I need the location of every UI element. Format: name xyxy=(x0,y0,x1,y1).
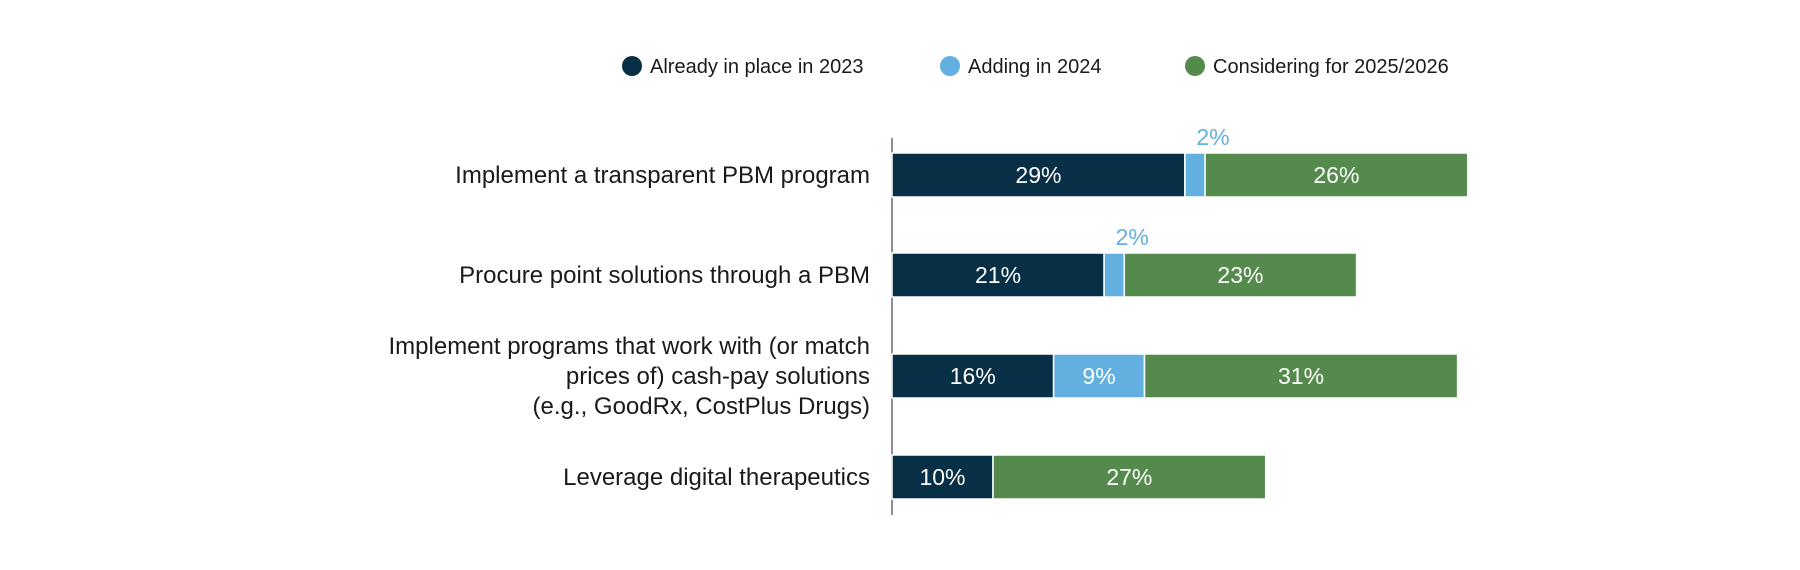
bar-value-label-1-2: 9% xyxy=(1082,363,1115,389)
bar-2-1 xyxy=(1123,252,1358,298)
bar-1-0 xyxy=(1184,152,1206,198)
category-labels-group: Implement a transparent PBM program Procu… xyxy=(389,162,871,491)
bar-value-label-0-0: 29% xyxy=(1015,162,1061,188)
bar-value-label-2-2: 31% xyxy=(1278,363,1324,389)
legend: Already in place in 2023 Adding in 2024 … xyxy=(622,56,1449,78)
legend-swatch-0 xyxy=(622,56,642,76)
legend-label-0: Already in place in 2023 xyxy=(650,56,863,78)
category-label-0-line-0: Implement a transparent PBM program xyxy=(455,162,870,189)
bar-value-label-2-3: 27% xyxy=(1106,464,1152,490)
bar-value-label-2-1: 23% xyxy=(1217,262,1263,288)
legend-swatch-2 xyxy=(1185,56,1205,76)
bar-value-label-0-1: 21% xyxy=(975,262,1021,288)
category-label-3-line-0: Leverage digital therapeutics xyxy=(563,464,870,491)
legend-swatch-1 xyxy=(940,56,960,76)
category-label-2-line-2: (e.g., GoodRx, CostPlus Drugs) xyxy=(533,393,870,420)
bar-value-label-0-3: 10% xyxy=(919,464,965,490)
bar-0-1 xyxy=(891,252,1105,298)
bar-value-label-1-1: 2% xyxy=(1116,224,1149,250)
category-label-1-line-0: Procure point solutions through a PBM xyxy=(459,262,870,289)
bar-2-2 xyxy=(1143,353,1459,399)
legend-label-1: Adding in 2024 xyxy=(968,56,1101,78)
bars-group: 29% 2% 26% 21% 2% 23% 16% 9% 31% 10% 27% xyxy=(891,124,1469,500)
legend-label-2: Considering for 2025/2026 xyxy=(1213,56,1449,78)
bar-2-0 xyxy=(1204,152,1469,198)
bar-value-label-0-2: 16% xyxy=(950,363,996,389)
category-label-2-line-0: Implement programs that work with (or ma… xyxy=(389,333,871,360)
category-label-2-line-1: prices of) cash-pay solutions xyxy=(566,363,870,390)
bar-value-label-2-0: 26% xyxy=(1313,162,1359,188)
bar-1-1 xyxy=(1103,252,1126,298)
bar-2-3 xyxy=(992,454,1267,500)
bar-value-label-1-0: 2% xyxy=(1196,124,1229,150)
